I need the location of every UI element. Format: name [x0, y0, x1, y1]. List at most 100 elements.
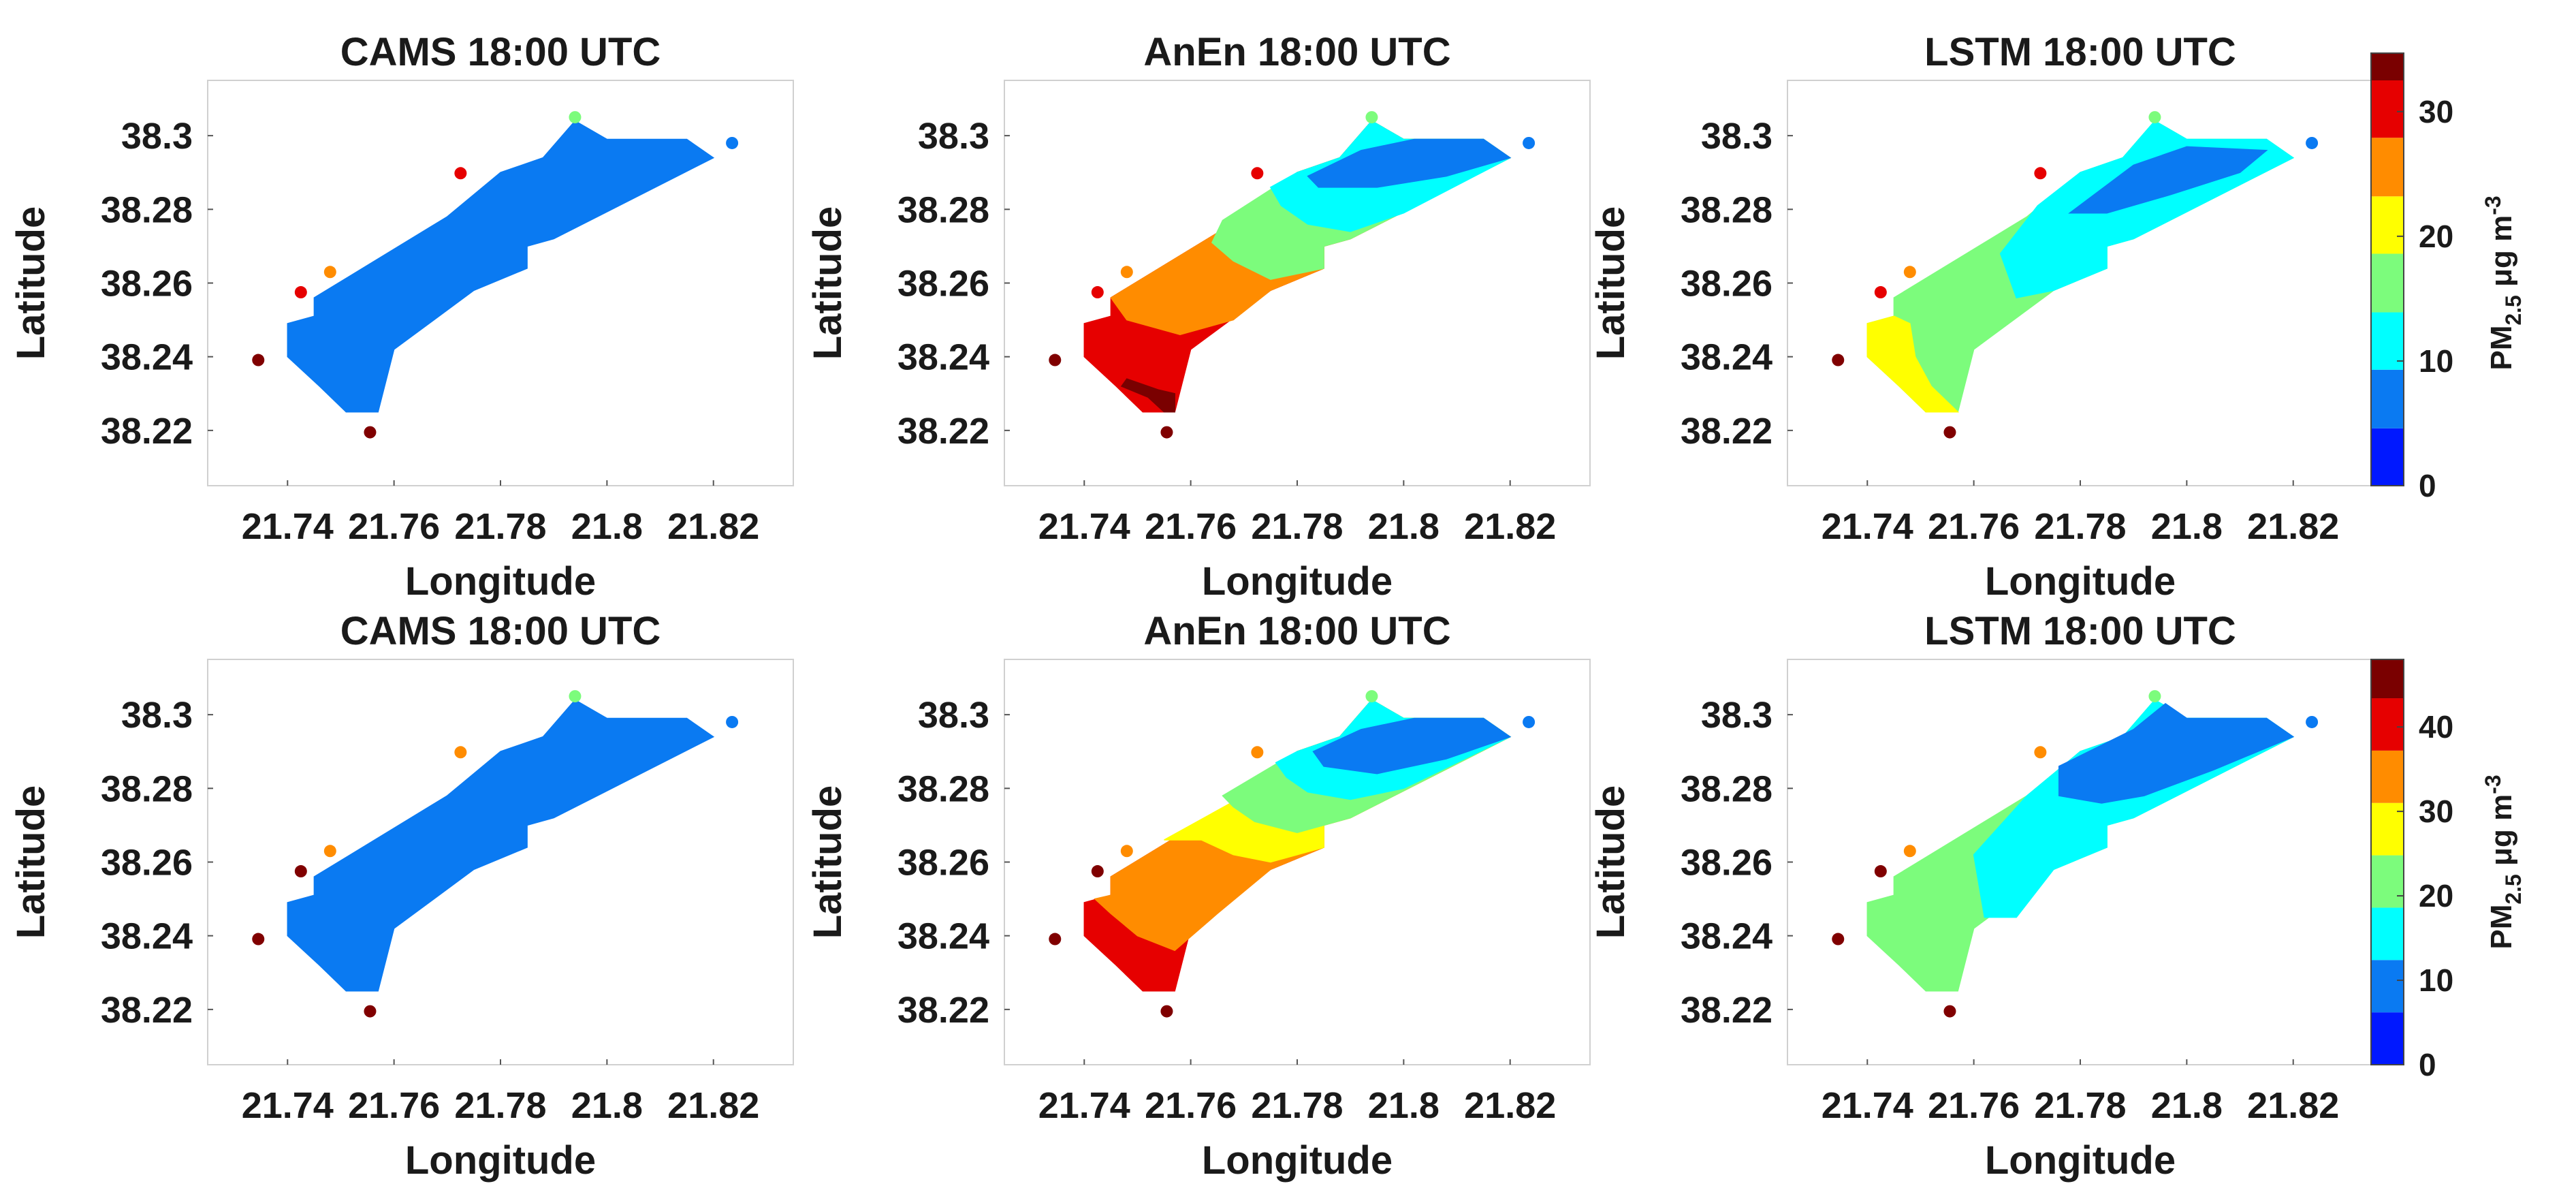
- y-tick-label: 38.24: [1681, 916, 1772, 957]
- x-axis-label: Longitude: [405, 1138, 596, 1183]
- x-tick-label: 21.82: [2247, 1085, 2339, 1126]
- x-axis-label: Longitude: [405, 559, 596, 604]
- station-marker: [2148, 690, 2161, 703]
- y-tick-label: 38.24: [897, 337, 989, 378]
- station-marker: [454, 746, 467, 759]
- y-tick-label: 38.28: [1681, 189, 1772, 230]
- panel-title: LSTM 18:00 UTC: [1924, 30, 2236, 74]
- panel-r1c3: 21.74 21.76 21.78 21.8 21.82 38.22 38.24 38.26 3…: [1589, 30, 2374, 604]
- station-marker: [252, 354, 265, 366]
- y-tick-label: 38.3: [918, 695, 989, 736]
- x-tick-label: 21.8: [571, 506, 643, 547]
- colorbar-tick-label: 0: [2419, 1047, 2436, 1082]
- y-tick-label: 38.26: [101, 843, 193, 884]
- station-marker: [1832, 354, 1845, 366]
- station-marker: [294, 286, 307, 299]
- y-tick-label: 38.22: [1681, 990, 1772, 1031]
- y-tick-label: 38.24: [101, 337, 193, 378]
- station-marker: [252, 933, 265, 946]
- station-marker: [1943, 426, 1956, 439]
- x-tick-label: 21.82: [1464, 506, 1556, 547]
- y-tick-label: 38.24: [897, 916, 989, 957]
- colorbar-bottom: 0 10 20 30 40 PM2.5 μg m-3: [2370, 659, 2526, 1082]
- y-tick-label: 38.26: [897, 264, 989, 304]
- station-marker: [1943, 1005, 1956, 1018]
- x-tick-label: 21.78: [1251, 506, 1343, 547]
- y-axis-label: Latitude: [806, 785, 850, 939]
- x-tick-label: 21.76: [1145, 1085, 1237, 1126]
- y-axis-label: Latitude: [1589, 206, 1633, 360]
- x-axis-label: Longitude: [1985, 1138, 2176, 1183]
- x-tick-label: 21.74: [1822, 506, 1913, 547]
- colorbar-tick-label: 10: [2419, 963, 2453, 998]
- y-tick-label: 38.3: [121, 695, 193, 736]
- axes-background: [208, 80, 793, 486]
- x-tick-label: 21.74: [242, 506, 334, 547]
- colorbar-band: [2371, 80, 2404, 138]
- colorbar-band: [2371, 369, 2404, 428]
- colorbar-tick-label: 30: [2419, 94, 2453, 129]
- station-marker: [1120, 266, 1133, 279]
- contour-region: [1866, 315, 1960, 413]
- station-marker: [1251, 167, 1264, 180]
- x-tick-label: 21.82: [667, 506, 759, 547]
- colorbar-tick-label: 10: [2419, 343, 2453, 379]
- y-axis-label: Latitude: [9, 785, 53, 939]
- y-tick-label: 38.22: [101, 990, 193, 1031]
- y-tick-label: 38.26: [1681, 264, 1772, 304]
- y-tick-label: 38.28: [897, 189, 989, 230]
- station-marker: [1365, 690, 1378, 703]
- colorbar-band: [2371, 698, 2404, 751]
- station-marker: [726, 136, 739, 149]
- x-tick-label: 21.82: [2247, 506, 2339, 547]
- axes-background: [1004, 80, 1590, 486]
- x-tick-label: 21.78: [454, 506, 546, 547]
- station-marker: [2306, 715, 2319, 728]
- colorbar-tick-label: 40: [2419, 709, 2453, 745]
- colorbar-band: [2371, 960, 2404, 1013]
- x-axis-label: Longitude: [1202, 1138, 1393, 1183]
- station-marker: [2034, 746, 2047, 759]
- y-tick-label: 38.3: [1701, 116, 1772, 157]
- station-marker: [1523, 136, 1536, 149]
- y-tick-label: 38.3: [121, 116, 193, 157]
- station-marker: [1523, 715, 1536, 728]
- y-axis-label: Latitude: [806, 206, 850, 360]
- station-marker: [569, 690, 582, 703]
- y-tick-label: 38.28: [101, 768, 193, 809]
- station-marker: [454, 167, 467, 180]
- colorbar-band: [2371, 1012, 2404, 1065]
- colorbar-band: [2371, 312, 2404, 370]
- colorbar-band: [2371, 750, 2404, 803]
- station-marker: [569, 111, 582, 124]
- station-marker: [1160, 1005, 1173, 1018]
- panel-r2c3: 21.74 21.76 21.78 21.8 21.82 38.22 38.24 38.26 3…: [1589, 609, 2374, 1183]
- x-tick-label: 21.74: [1038, 506, 1130, 547]
- station-marker: [1832, 933, 1845, 946]
- x-tick-label: 21.74: [242, 1085, 334, 1126]
- station-marker: [1049, 933, 1062, 946]
- y-tick-label: 38.22: [101, 411, 193, 452]
- x-tick-label: 21.8: [1368, 1085, 1440, 1126]
- station-marker: [2034, 167, 2047, 180]
- panel-title: AnEn 18:00 UTC: [1143, 609, 1450, 653]
- axes-background: [208, 659, 793, 1065]
- x-axis-label: Longitude: [1985, 559, 2176, 604]
- contour-region: [1120, 378, 1175, 413]
- contour-region: [287, 120, 715, 413]
- colorbar-tick-label: 20: [2419, 219, 2453, 254]
- colorbar-band: [2371, 428, 2404, 486]
- colorbar-tick-label: 0: [2419, 468, 2436, 503]
- panel-title: LSTM 18:00 UTC: [1924, 609, 2236, 653]
- y-tick-label: 38.28: [101, 189, 193, 230]
- x-tick-label: 21.74: [1038, 1085, 1130, 1126]
- contour-region: [2068, 146, 2268, 214]
- colorbar-band: [2371, 196, 2404, 254]
- panel-r1c1: 21.74 21.76 21.78 21.8 21.82 38.22 38.24 38.26 3…: [9, 30, 794, 604]
- station-marker: [364, 1005, 377, 1018]
- station-marker: [1903, 845, 1916, 858]
- panel-title: CAMS 18:00 UTC: [340, 30, 661, 74]
- y-axis-label: Latitude: [9, 206, 53, 360]
- station-marker: [1160, 426, 1173, 439]
- station-marker: [1365, 111, 1378, 124]
